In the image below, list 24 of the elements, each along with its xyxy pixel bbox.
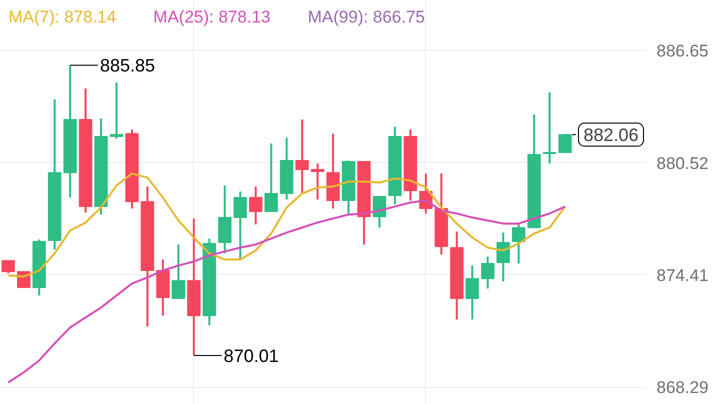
- candlestick: [542, 92, 556, 164]
- annotation: MA(99): 866.75: [308, 8, 425, 26]
- annotation: 885.85: [100, 56, 156, 76]
- candlestick: [2, 259, 15, 274]
- candlestick: [172, 243, 186, 300]
- candlestick: [558, 134, 572, 153]
- annotation: 870.01: [224, 346, 279, 366]
- y-tick-label: 880.52: [656, 154, 708, 173]
- candlestick: [110, 82, 124, 140]
- candlestick: [466, 264, 479, 320]
- candlestick: [310, 162, 324, 201]
- candlestick: [264, 142, 278, 212]
- ref-line-label: 882.06: [583, 125, 639, 146]
- candlestick: [481, 256, 494, 290]
- text: MA(7): 878.14: [8, 8, 116, 26]
- line-series: [7, 172, 566, 278]
- candlestick: [249, 186, 262, 226]
- text: MA(25): 878.13: [153, 8, 270, 26]
- y-tick-label: 886.65: [656, 42, 708, 61]
- candlestick: [234, 190, 247, 260]
- y-tick-label: 868.29: [656, 378, 708, 398]
- candlestick: [295, 118, 309, 195]
- y-tick-label: 874.41: [656, 266, 708, 285]
- candlestick: [496, 232, 510, 283]
